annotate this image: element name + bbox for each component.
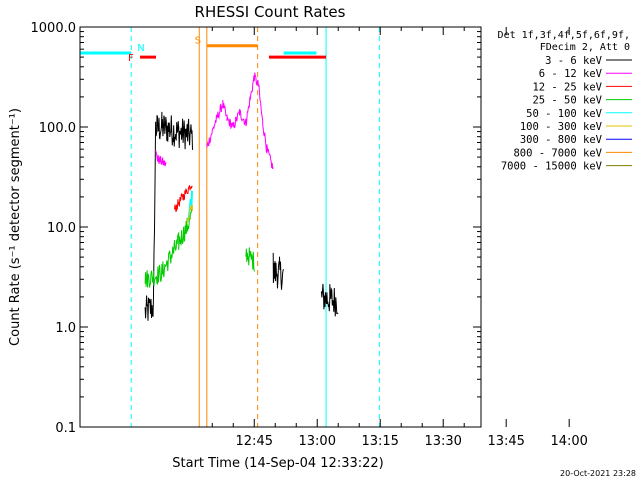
legend-header-line: FDecim 2, Att 0	[540, 42, 630, 53]
plot-frame	[79, 26, 482, 428]
x-tick-label: 13:30	[424, 434, 461, 449]
series-5-segment-6	[186, 203, 193, 224]
series-0-segment-8	[272, 252, 285, 290]
series-2	[174, 185, 193, 212]
legend-entry-label: 300 - 800 keV	[520, 134, 603, 146]
legend-entry-label: 12 - 25 keV	[532, 81, 602, 93]
series-3	[144, 205, 255, 288]
series-1-segment-0	[155, 150, 167, 167]
legend-entry-label: 3 - 6 keV	[545, 55, 603, 67]
flag-label-F: F	[128, 53, 134, 64]
legend-entry-label: 100 - 300 keV	[520, 121, 603, 133]
x-tick-label: 13:00	[299, 434, 336, 449]
x-tick-label: 14:00	[550, 434, 587, 449]
y-axis-label: Count Rate (s⁻¹ detector segment⁻¹)	[8, 108, 23, 346]
series-3-segment-3	[144, 205, 193, 288]
series-4	[186, 190, 193, 223]
x-tick-label: 12:45	[236, 434, 273, 449]
series-4-segment-6	[186, 190, 193, 223]
series-1	[155, 72, 274, 170]
y-tick-label: 1000.0	[31, 21, 77, 36]
markers-group: FN S	[80, 36, 327, 64]
series-0	[144, 111, 339, 321]
y-tick-label: 0.1	[55, 421, 76, 436]
flag-label-S: S	[195, 36, 201, 47]
x-tick-label: 13:45	[487, 434, 524, 449]
series-0-segment-4	[144, 111, 193, 321]
y-tick-label: 10.0	[47, 221, 76, 236]
legend-header-line: Det 1f,3f,4f,5f,6f,9f,	[498, 30, 630, 41]
legend-entry-label: 6 - 12 keV	[539, 68, 603, 80]
axes-group: 12:45 13:00 13:15 13:30 13:45 14:00 0.1 1.0 10.0…	[31, 21, 588, 449]
y-tick-label: 100.0	[39, 121, 76, 136]
legend-entry-label: 800 - 7000 keV	[513, 147, 602, 159]
series-2-segment-5	[174, 185, 193, 212]
legend-entry-label: 50 - 100 keV	[526, 108, 603, 120]
chart-title: RHESSI Count Rates	[195, 3, 346, 21]
legend-entry-label: 25 - 50 keV	[532, 95, 602, 107]
generation-timestamp: 20-Oct-2021 23:28	[560, 469, 636, 478]
series-group	[79, 27, 380, 427]
series-5	[186, 203, 193, 224]
legend: Det 1f,3f,4f,5f,6f,9f,FDecim 2, Att 0 3 -…	[498, 30, 632, 173]
series-0-segment-11	[320, 283, 339, 317]
x-axis-label: Start Time (14-Sep-04 12:33:22)	[172, 456, 383, 471]
series-3-segment-6	[245, 247, 255, 272]
x-tick-label: 13:15	[361, 434, 398, 449]
legend-entry-label: 7000 - 15000 keV	[501, 161, 603, 173]
series-1-segment-3	[206, 72, 274, 170]
y-tick-label: 1.0	[55, 321, 76, 336]
flag-label-N: N	[137, 43, 144, 54]
